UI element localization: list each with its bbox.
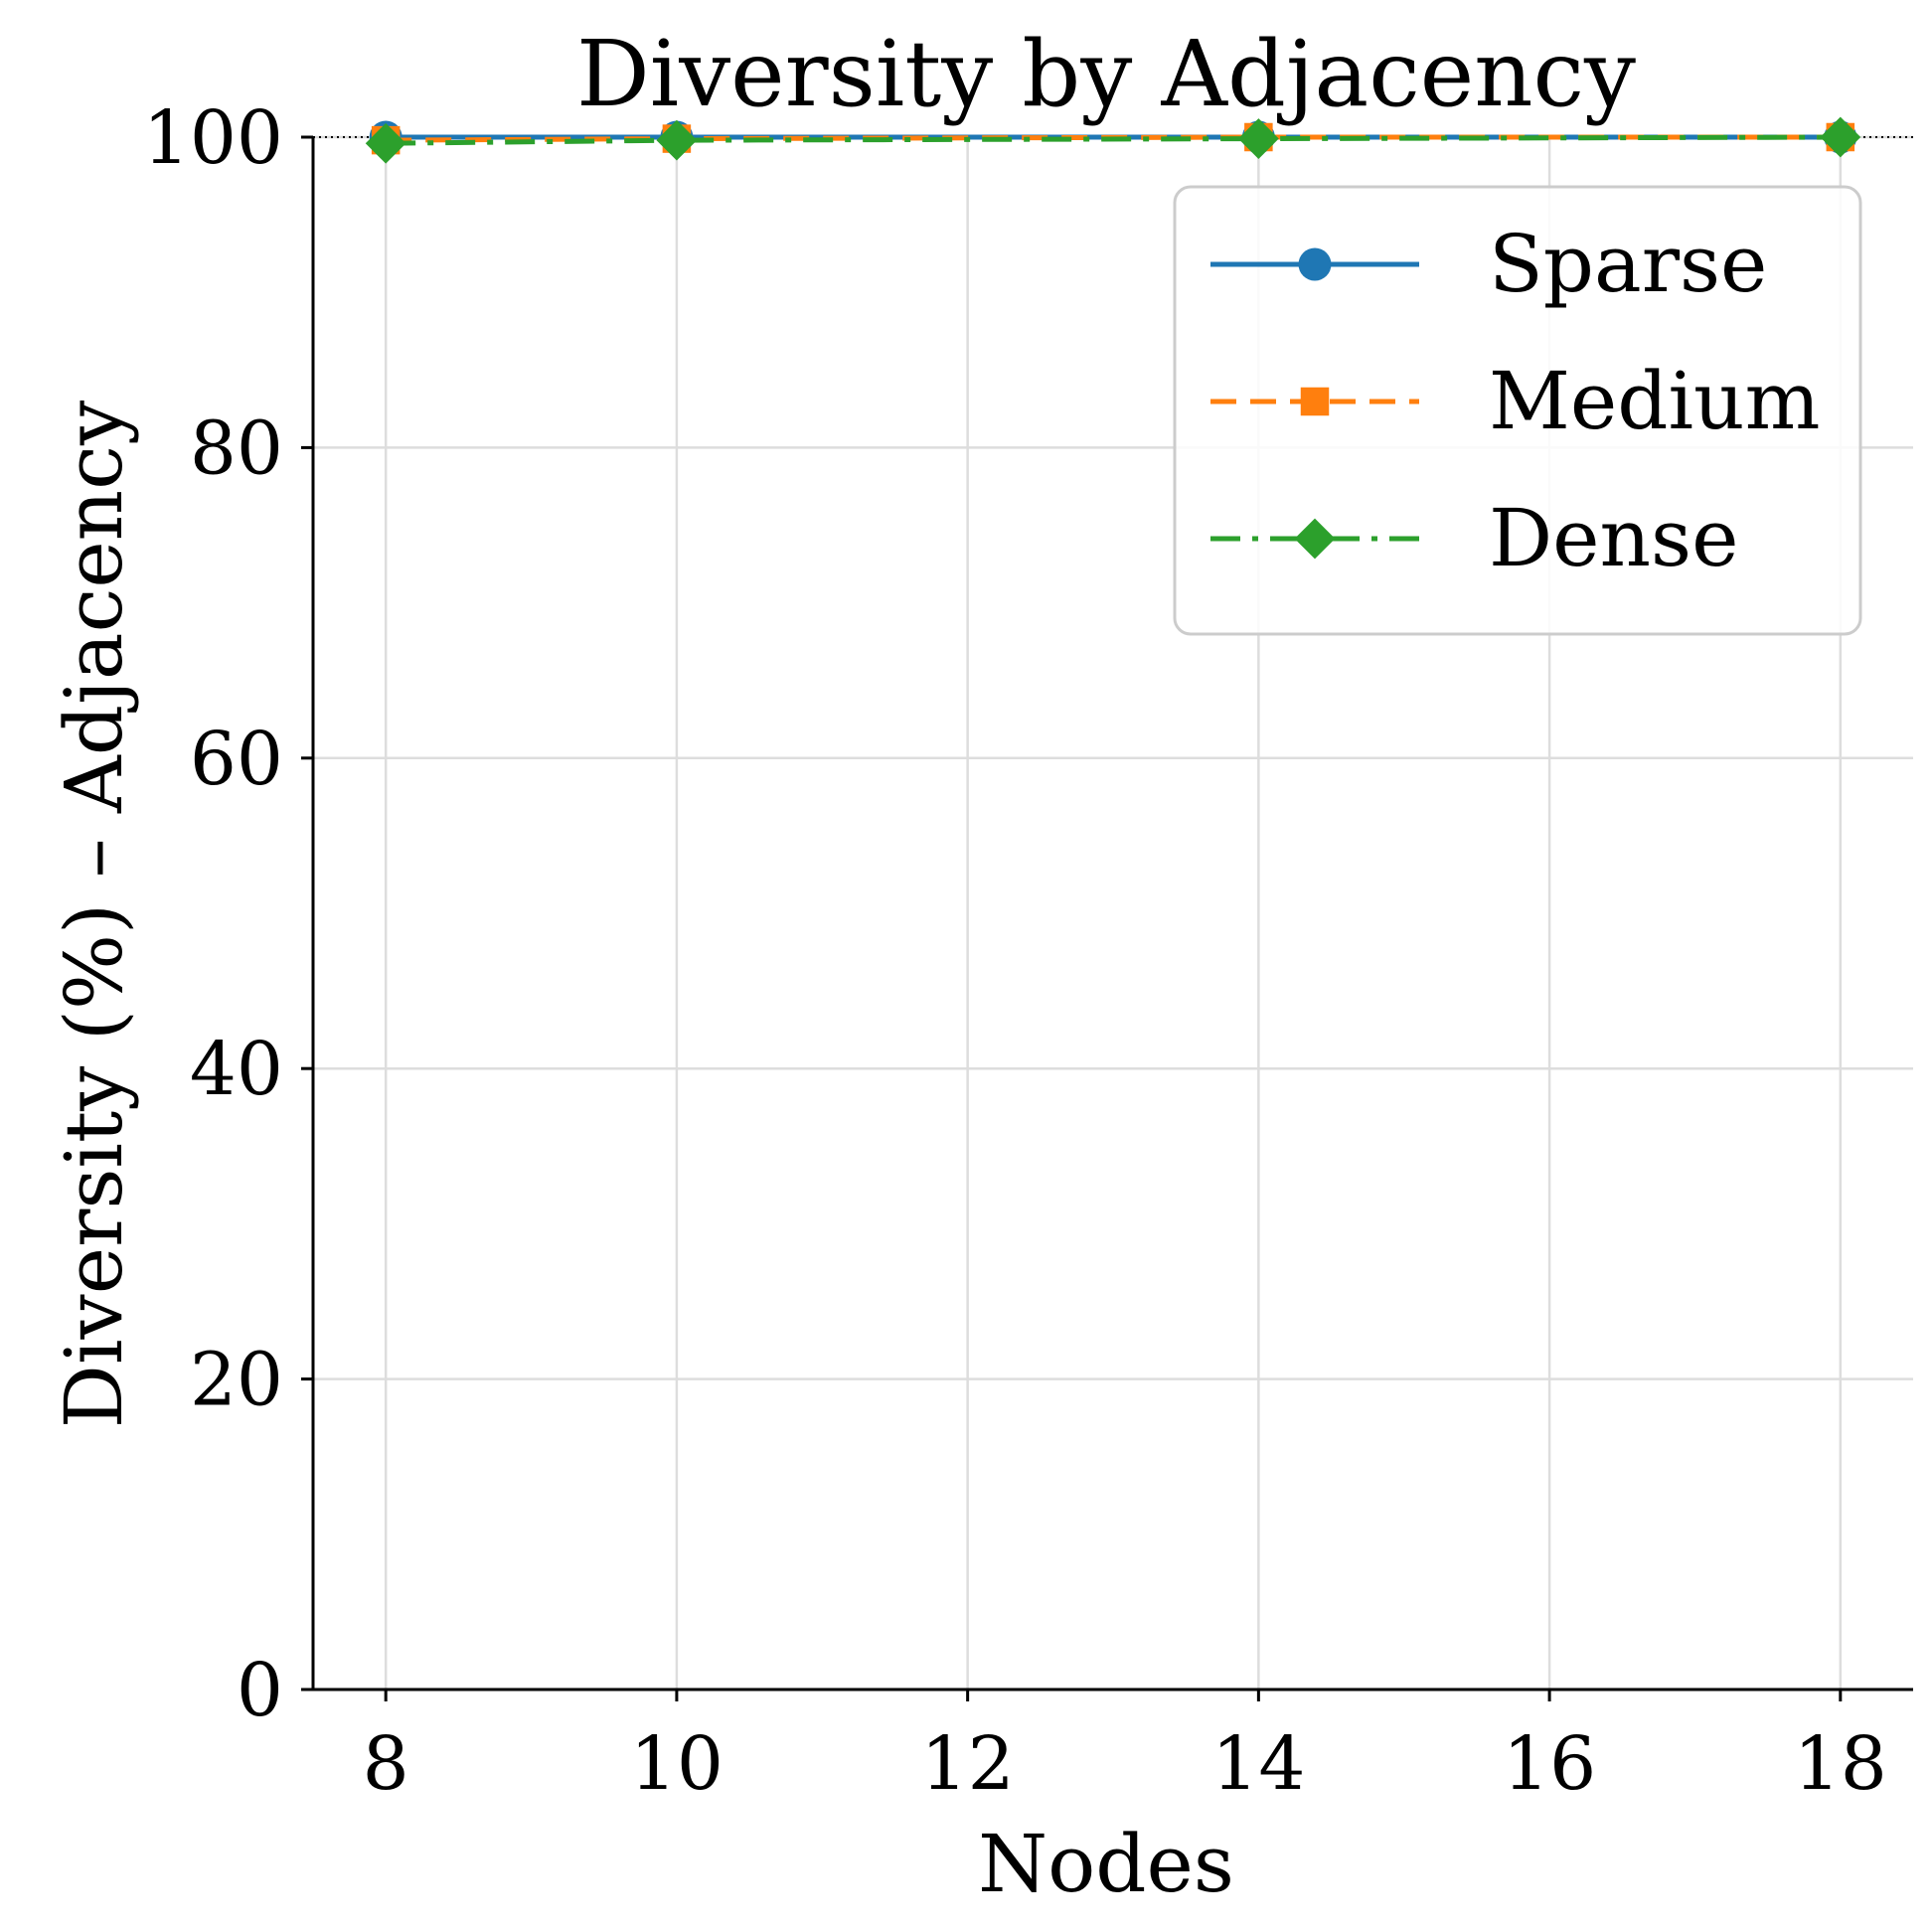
y-tick-label-40: 40 — [190, 1027, 283, 1112]
y-axis-title: Diversity (%) – Adjacency — [48, 401, 140, 1428]
y-tick-label-80: 80 — [190, 405, 283, 491]
series-point-dense-14 — [1237, 118, 1279, 159]
legend-item-dense: Dense — [1210, 492, 1738, 584]
legend-item-sparse: Sparse — [1210, 218, 1767, 310]
y-tick-label-60: 60 — [190, 717, 283, 802]
y-tick-label-20: 20 — [190, 1338, 283, 1423]
legend-frame — [1173, 185, 1862, 636]
x-axis-title: Nodes — [978, 1818, 1234, 1910]
legend-label-dense: Dense — [1489, 492, 1738, 584]
x-tick-label-14: 14 — [1211, 1721, 1305, 1807]
legend-marker-dense — [1294, 518, 1336, 560]
chart-title: Diversity by Adjacency — [576, 21, 1636, 127]
legend: Sparse Medium Dense — [1173, 185, 1862, 636]
legend-label-sparse: Sparse — [1489, 218, 1767, 310]
series-point-dense-8 — [365, 122, 406, 164]
series-dense — [365, 116, 1861, 164]
y-tick-label-0: 0 — [237, 1648, 283, 1733]
series-layer — [365, 116, 1861, 164]
x-tick-label-18: 18 — [1794, 1721, 1887, 1807]
x-tick-label-16: 16 — [1503, 1721, 1596, 1807]
x-tick-label-12: 12 — [921, 1721, 1015, 1807]
y-tick-label-100: 100 — [143, 95, 283, 181]
series-line-dense — [386, 134, 1841, 146]
legend-label-medium: Medium — [1489, 355, 1820, 447]
y-tick-labels: 0 20 40 60 80 100 — [143, 95, 313, 1733]
x-tick-labels: 8 10 12 14 16 18 — [363, 1690, 1887, 1807]
legend-item-medium: Medium — [1210, 355, 1820, 447]
legend-marker-medium — [1300, 387, 1330, 416]
x-tick-label-8: 8 — [363, 1721, 409, 1807]
series-point-dense-18 — [1820, 116, 1861, 158]
legend-entries: Sparse Medium Dense — [1210, 218, 1820, 584]
x-tick-label-10: 10 — [630, 1721, 724, 1807]
legend-marker-sparse — [1298, 247, 1332, 281]
axes — [311, 137, 1913, 1691]
series-point-dense-10 — [656, 119, 698, 161]
